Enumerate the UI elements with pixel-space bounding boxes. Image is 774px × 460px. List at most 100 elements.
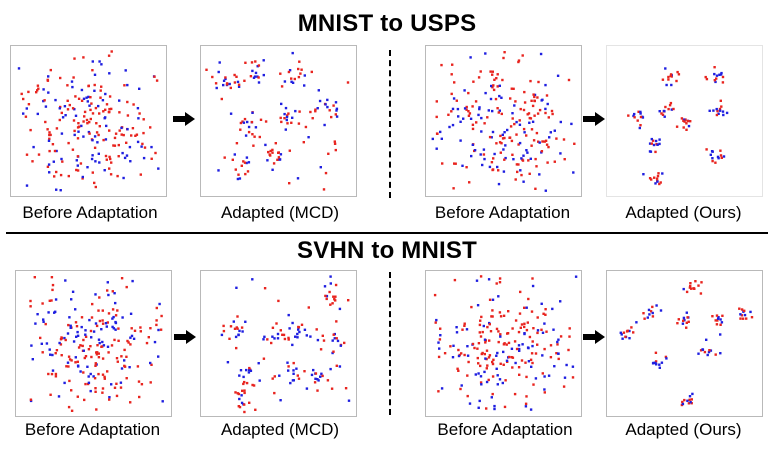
scatter-point xyxy=(498,277,502,280)
scatter-point xyxy=(708,109,711,112)
scatter-point xyxy=(96,141,99,144)
scatter-point xyxy=(531,120,535,123)
scatter-point xyxy=(715,113,719,117)
scatter-point xyxy=(745,317,748,320)
scatter-point xyxy=(531,104,535,108)
scatter-point xyxy=(648,150,652,153)
scatter-point xyxy=(58,341,61,345)
scatter-point xyxy=(150,363,153,366)
scatter-point xyxy=(77,125,81,128)
scatter-point xyxy=(452,187,455,190)
scatter-point xyxy=(280,102,283,106)
scatter-point xyxy=(229,86,232,90)
scatter-point xyxy=(236,327,239,330)
scatter-point xyxy=(275,322,278,325)
scatter-point xyxy=(714,319,717,322)
scatter-point xyxy=(498,84,501,87)
scatter-point xyxy=(91,302,94,306)
scatter-point xyxy=(233,153,236,156)
scatter-point xyxy=(311,117,314,120)
scatter-point xyxy=(691,392,694,396)
scatter-point xyxy=(525,395,528,398)
tsne-panel-adapted-ours-mnist-usps xyxy=(606,45,763,197)
scatter-point xyxy=(70,359,73,362)
scatter-point xyxy=(86,100,89,103)
scatter-point xyxy=(523,332,526,336)
scatter-point xyxy=(486,364,489,367)
scatter-point xyxy=(517,143,520,146)
scatter-point xyxy=(105,124,108,128)
tsne-panel-adapted-mcd-svhn-mnist xyxy=(200,270,357,417)
scatter-point xyxy=(289,381,292,385)
scatter-point xyxy=(477,113,480,117)
scatter-point xyxy=(263,335,266,338)
scatter-point xyxy=(457,369,460,372)
scatter-point xyxy=(82,97,86,100)
scatter-point xyxy=(437,341,440,344)
scatter-point xyxy=(278,374,281,377)
scatter-point xyxy=(717,316,720,319)
scatter-point xyxy=(656,174,660,178)
scatter-point xyxy=(47,139,51,142)
scatter-point xyxy=(676,70,679,74)
scatter-point xyxy=(70,409,74,412)
scatter-point xyxy=(534,157,537,161)
scatter-point xyxy=(699,349,703,352)
scatter-point xyxy=(76,169,80,172)
scatter-point xyxy=(287,313,290,317)
scatter-point xyxy=(49,133,52,137)
scatter-point xyxy=(243,389,246,392)
scatter-point xyxy=(659,309,663,312)
scatter-point xyxy=(709,349,713,352)
scatter-point xyxy=(319,375,322,378)
scatter-point xyxy=(244,172,247,176)
scatter-point xyxy=(528,121,531,124)
scatter-point xyxy=(568,335,571,338)
scatter-point xyxy=(266,338,269,341)
scatter-point xyxy=(492,157,495,160)
scatter-point xyxy=(686,399,689,402)
scatter-point xyxy=(687,320,690,323)
scatter-point xyxy=(491,109,494,113)
scatter-point xyxy=(467,360,470,364)
scatter-point xyxy=(229,325,233,328)
scatter-point xyxy=(438,347,441,350)
scatter-point xyxy=(279,153,283,156)
scatter-point xyxy=(75,168,78,172)
scatter-point xyxy=(101,357,105,360)
scatter-point xyxy=(115,382,118,385)
scatter-point xyxy=(287,338,290,341)
scatter-point xyxy=(89,372,92,376)
scatter-point xyxy=(497,295,500,298)
scatter-point xyxy=(492,84,495,87)
scatter-point xyxy=(49,68,52,72)
scatter-point xyxy=(529,79,532,83)
scatter-point xyxy=(485,367,488,370)
scatter-point xyxy=(274,142,277,145)
scatter-point xyxy=(236,392,239,395)
scatter-point xyxy=(112,315,115,319)
scatter-point xyxy=(530,352,534,355)
caption-before-adaptation: Before Adaptation xyxy=(437,420,573,439)
scatter-point xyxy=(682,316,686,320)
scatter-point xyxy=(719,99,722,102)
scatter-point xyxy=(310,70,313,74)
scatter-point xyxy=(288,69,292,72)
scatter-point xyxy=(544,313,547,316)
right-arrow-icon xyxy=(583,112,605,126)
scatter-point xyxy=(489,330,493,333)
scatter-point xyxy=(538,108,542,112)
scatter-point xyxy=(31,358,34,361)
scatter-point xyxy=(140,383,144,386)
scatter-point xyxy=(258,379,261,382)
scatter-point xyxy=(157,328,160,332)
scatter-point xyxy=(333,337,336,340)
scatter-point xyxy=(271,377,274,380)
scatter-point xyxy=(688,286,692,289)
scatter-point xyxy=(76,137,80,140)
scatter-point xyxy=(721,314,724,317)
scatter-point xyxy=(138,87,141,90)
scatter-point xyxy=(43,99,46,102)
scatter-point xyxy=(532,383,535,386)
scatter-point xyxy=(108,396,111,399)
